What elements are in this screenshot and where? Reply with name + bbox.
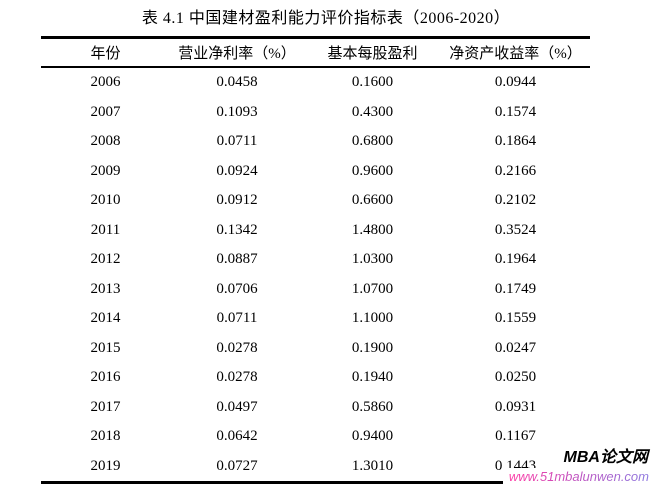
table-cell: 0.4300 [351, 103, 394, 120]
table-cell: 0.1600 [351, 74, 394, 91]
table-cell: 0.9600 [351, 162, 394, 179]
column-header-3: 基本每股盈利 [327, 46, 418, 62]
table-cell: 0.2102 [494, 192, 537, 209]
table-cell: 0.0247 [494, 339, 537, 356]
table-row: 2011 0.1342 1.4800 0.3524 [41, 216, 590, 246]
table-cell: 0.0727 [216, 457, 258, 474]
watermark-site-name: MBA论文网 [557, 448, 650, 468]
table-header-row: 年份 营业净利率（%） 基本每股盈利 净资产收益率（%） [41, 38, 590, 67]
table-cell: 0.0912 [216, 192, 258, 209]
table-row: 2006 0.0458 0.1600 0.0944 [41, 67, 590, 98]
table-cell: 0.0887 [216, 251, 258, 268]
watermark-site-url: www.51mbalunwen.com [508, 469, 649, 484]
table-cell: 0.3524 [494, 221, 537, 238]
table-row: 2007 0.1093 0.4300 0.1574 [41, 98, 590, 128]
table-cell: 0.0711 [216, 310, 258, 327]
table-cell: 2007 [90, 103, 121, 120]
table-cell: 0.6600 [351, 192, 394, 209]
table-cell: 0.0944 [494, 74, 537, 91]
table-cell: 0.1749 [494, 280, 537, 297]
table-cell: 2006 [90, 74, 121, 91]
table-cell: 0.1574 [494, 103, 537, 120]
table-cell: 2011 [90, 221, 121, 238]
table-cell: 0.0931 [494, 398, 537, 415]
table-cell: 0.0250 [494, 369, 537, 386]
watermark: MBA论文网 www.51mbalunwen.com [502, 448, 650, 488]
table-cell: 0.0711 [216, 133, 258, 150]
table-cell: 0.0497 [216, 398, 258, 415]
table-cell: 0.9400 [351, 428, 394, 445]
table-row: 2016 0.0278 0.1940 0.0250 [41, 363, 590, 393]
table-row: 2013 0.0706 1.0700 0.1749 [41, 275, 590, 305]
table-row: 2012 0.0887 1.0300 0.1964 [41, 245, 590, 275]
table-cell: 1.0700 [351, 280, 394, 297]
table-cell: 0.0642 [216, 428, 258, 445]
table-cell: 0.1342 [216, 221, 258, 238]
table-cell: 2008 [90, 133, 121, 150]
table-cell: 2009 [90, 162, 121, 179]
table-row: 2009 0.0924 0.9600 0.2166 [41, 157, 590, 187]
table-row: 2008 0.0711 0.6800 0.1864 [41, 127, 590, 157]
table-cell: 0.0706 [216, 280, 258, 297]
table-cell: 0.0278 [216, 339, 258, 356]
table-cell: 2015 [90, 339, 121, 356]
table-cell: 2012 [90, 251, 121, 268]
table-cell: 0.1940 [351, 369, 394, 386]
profitability-table: 年份 营业净利率（%） 基本每股盈利 净资产收益率（%） 2006 0.0458 0.16… [41, 36, 590, 484]
table-cell: 0.1167 [495, 428, 536, 445]
table-cell: 2019 [90, 457, 121, 474]
table-cell: 0.0278 [216, 369, 258, 386]
table-cell: 1.1000 [351, 310, 394, 327]
column-header-4: 净资产收益率（%） [449, 46, 582, 62]
table-row: 2014 0.0711 1.1000 0.1559 [41, 304, 590, 334]
table-body: 2006 0.0458 0.1600 0.0944 2007 0.1093 0.4300 0.… [41, 67, 590, 483]
table-cell: 2010 [90, 192, 121, 209]
watermark-url-box: www.51mbalunwen.com [502, 468, 650, 488]
table-cell: 0.1559 [494, 310, 537, 327]
table-cell: 0.6800 [351, 133, 394, 150]
table-cell: 0.1864 [494, 133, 537, 150]
table-cell: 0.1900 [351, 339, 394, 356]
table-cell: 1.3010 [351, 457, 394, 474]
table-cell: 0.2166 [494, 162, 537, 179]
column-header-1: 年份 [90, 46, 121, 62]
table-cell: 0.5860 [351, 398, 394, 415]
table-cell: 1.0300 [351, 251, 394, 268]
table-row: 2017 0.0497 0.5860 0.0931 [41, 393, 590, 423]
table-row: 2015 0.0278 0.1900 0.0247 [41, 334, 590, 364]
column-header-2: 营业净利率（%） [178, 46, 296, 62]
table-cell: 2014 [90, 310, 121, 327]
table-cell: 2018 [90, 428, 121, 445]
table-cell: 2013 [90, 280, 121, 297]
table-cell: 0.1093 [216, 103, 258, 120]
table-cell: 1.4800 [351, 221, 394, 238]
table-row: 2010 0.0912 0.6600 0.2102 [41, 186, 590, 216]
table-cell: 2016 [90, 369, 121, 386]
table-title: 表 4.1 中国建材盈利能力评价指标表（2006-2020） [141, 10, 511, 27]
table-row: 2018 0.0642 0.9400 0.1167 [41, 422, 590, 452]
table-cell: 2017 [90, 398, 121, 415]
table-cell: 0.0924 [216, 162, 258, 179]
table-cell: 0.1964 [494, 251, 537, 268]
table-cell: 0.0458 [216, 74, 258, 91]
